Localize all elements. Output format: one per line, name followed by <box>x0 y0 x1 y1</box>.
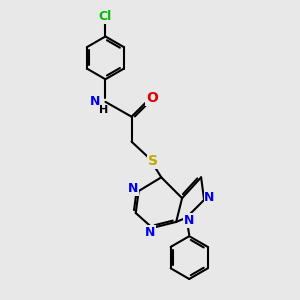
Text: Cl: Cl <box>99 10 112 23</box>
Text: H: H <box>99 105 109 115</box>
Text: N: N <box>204 191 214 204</box>
Text: S: S <box>148 154 158 168</box>
Text: N: N <box>128 182 139 195</box>
Text: N: N <box>184 214 194 227</box>
Text: O: O <box>146 91 158 105</box>
Text: N: N <box>90 95 100 108</box>
Text: N: N <box>145 226 155 239</box>
